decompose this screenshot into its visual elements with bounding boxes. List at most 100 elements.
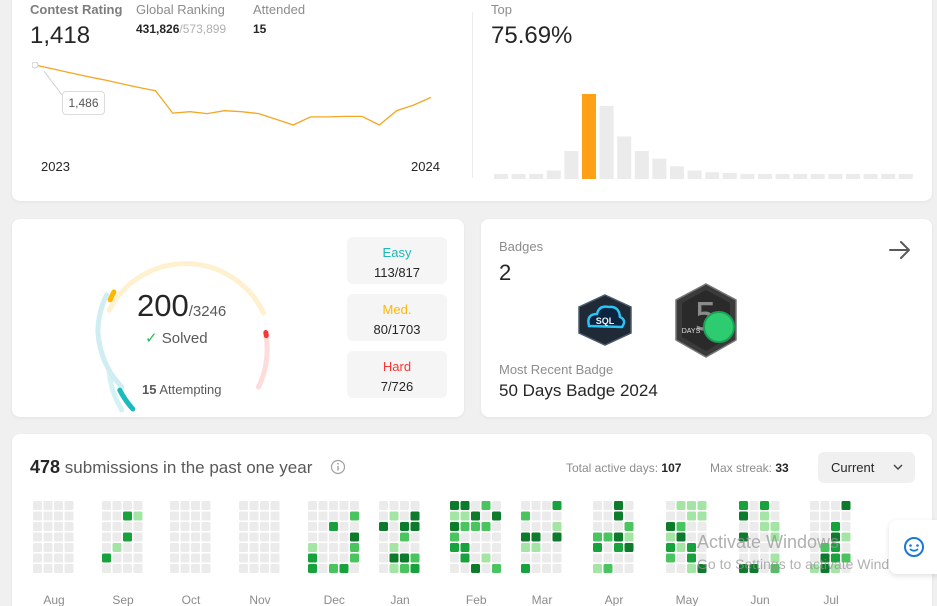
heatmap-cell[interactable] [64,532,74,542]
heatmap-cell[interactable] [329,522,338,531]
heatmap-cell[interactable] [180,511,190,521]
heatmap-cell[interactable] [64,553,74,563]
heatmap-cell[interactable] [820,553,830,563]
heatmap-cell[interactable] [687,501,696,510]
heatmap-cell[interactable] [170,501,179,510]
heatmap-cell[interactable] [810,543,819,552]
heatmap-cell[interactable] [603,553,613,563]
heatmap-cell[interactable] [760,532,769,542]
heatmap-cell[interactable] [739,532,748,542]
heatmap-cell[interactable] [481,511,491,521]
heatmap-cell[interactable] [687,543,696,552]
histogram-bar[interactable] [898,173,913,179]
heatmap-cell[interactable] [410,511,420,521]
histogram-bar[interactable] [529,173,544,179]
heatmap-cell[interactable] [410,522,420,531]
histogram-bar[interactable] [564,151,579,180]
heatmap-cell[interactable] [329,511,338,521]
heatmap-cell[interactable] [239,501,248,510]
heatmap-cell[interactable] [379,543,388,552]
heatmap-cell[interactable] [831,564,840,573]
heatmap-cell[interactable] [270,543,280,552]
heatmap-cell[interactable] [760,522,769,531]
heatmap-cell[interactable] [133,564,143,573]
heatmap-cell[interactable] [102,501,111,510]
heatmap-cell[interactable] [739,543,748,552]
heatmap-cell[interactable] [531,532,541,542]
heatmap-cell[interactable] [697,553,707,563]
heatmap-cell[interactable] [308,511,317,521]
heatmap-cell[interactable] [64,501,74,510]
heatmap-cell[interactable] [112,553,122,563]
heatmap-cell[interactable] [389,543,399,552]
info-icon[interactable] [330,459,346,475]
heatmap-cell[interactable] [410,501,420,510]
heatmap-cell[interactable] [123,501,132,510]
heatmap-cell[interactable] [112,543,122,552]
heatmap-cell[interactable] [810,511,819,521]
heatmap-cell[interactable] [481,501,491,510]
heatmap-cell[interactable] [400,532,409,542]
heatmap-cell[interactable] [460,553,470,563]
heatmap-cell[interactable] [542,501,551,510]
heatmap-cell[interactable] [201,511,211,521]
heatmap-cell[interactable] [676,553,686,563]
heatmap-cell[interactable] [492,543,501,552]
heatmap-cell[interactable] [542,543,551,552]
medium-stat-box[interactable]: Med. 80/1703 [347,294,447,341]
heatmap-cell[interactable] [54,532,63,542]
heatmap-cell[interactable] [54,501,63,510]
heatmap-cell[interactable] [339,511,349,521]
heatmap-cell[interactable] [249,511,259,521]
heatmap-cell[interactable] [593,501,602,510]
heatmap-cell[interactable] [389,564,399,573]
heatmap-cell[interactable] [249,532,259,542]
heatmap-cell[interactable] [450,553,459,563]
heatmap-cell[interactable] [389,553,399,563]
heatmap-cell[interactable] [64,511,74,521]
heatmap-cell[interactable] [471,522,480,531]
heatmap-cell[interactable] [350,564,359,573]
heatmap-cell[interactable] [687,564,696,573]
heatmap-cell[interactable] [614,543,623,552]
heatmap-cell[interactable] [552,564,562,573]
heatmap-cell[interactable] [749,532,759,542]
heatmap-cell[interactable] [531,501,541,510]
heatmap-cell[interactable] [64,543,74,552]
heatmap-cell[interactable] [379,522,388,531]
fifty-days-badge-icon[interactable]: 5 DAYS [670,282,742,359]
heatmap-cell[interactable] [260,553,269,563]
heatmap-cell[interactable] [191,522,200,531]
heatmap-cell[interactable] [841,532,851,542]
heatmap-cell[interactable] [191,553,200,563]
heatmap-cell[interactable] [33,553,42,563]
heatmap-cell[interactable] [841,564,851,573]
heatmap-cell[interactable] [614,522,623,531]
heatmap-cell[interactable] [318,564,328,573]
heatmap-cell[interactable] [593,511,602,521]
histogram-bar[interactable] [793,173,808,179]
heatmap-cell[interactable] [603,511,613,521]
heatmap-cell[interactable] [249,501,259,510]
heatmap-cell[interactable] [831,511,840,521]
heatmap-cell[interactable] [260,501,269,510]
heatmap-cell[interactable] [810,501,819,510]
heatmap-cell[interactable] [180,532,190,542]
heatmap-cell[interactable] [201,553,211,563]
heatmap-cell[interactable] [770,532,780,542]
heatmap-cell[interactable] [831,532,840,542]
heatmap-cell[interactable] [123,564,132,573]
heatmap-cell[interactable] [33,522,42,531]
heatmap-cell[interactable] [770,501,780,510]
histogram-bar[interactable] [810,173,825,179]
heatmap-cell[interactable] [552,522,562,531]
heatmap-cell[interactable] [531,511,541,521]
heatmap-cell[interactable] [201,522,211,531]
heatmap-cell[interactable] [33,511,42,521]
heatmap-cell[interactable] [676,522,686,531]
heatmap-cell[interactable] [460,522,470,531]
heatmap-cell[interactable] [603,522,613,531]
histogram-bar[interactable] [758,173,772,179]
heatmap-cell[interactable] [270,511,280,521]
heatmap-cell[interactable] [770,522,780,531]
